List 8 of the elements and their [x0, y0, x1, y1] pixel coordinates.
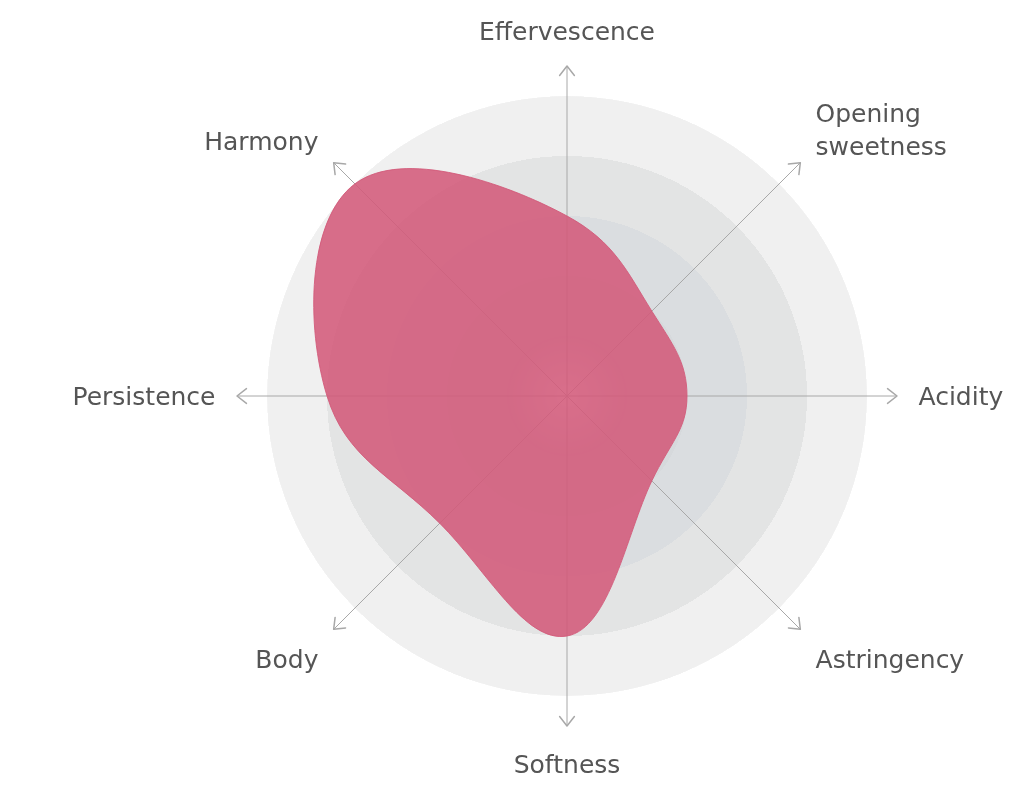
spoke-label: Persistence	[72, 381, 216, 411]
spoke-label: Opening sweetness	[815, 99, 947, 161]
spoke-label: Softness	[513, 749, 621, 779]
spoke-label: Harmony	[204, 127, 319, 157]
spoke-label: Astringency	[815, 645, 965, 675]
spoke-label: Effervescence	[479, 16, 655, 46]
spoke-label: Acidity	[918, 381, 1004, 411]
spoke-label: Body	[255, 645, 319, 675]
